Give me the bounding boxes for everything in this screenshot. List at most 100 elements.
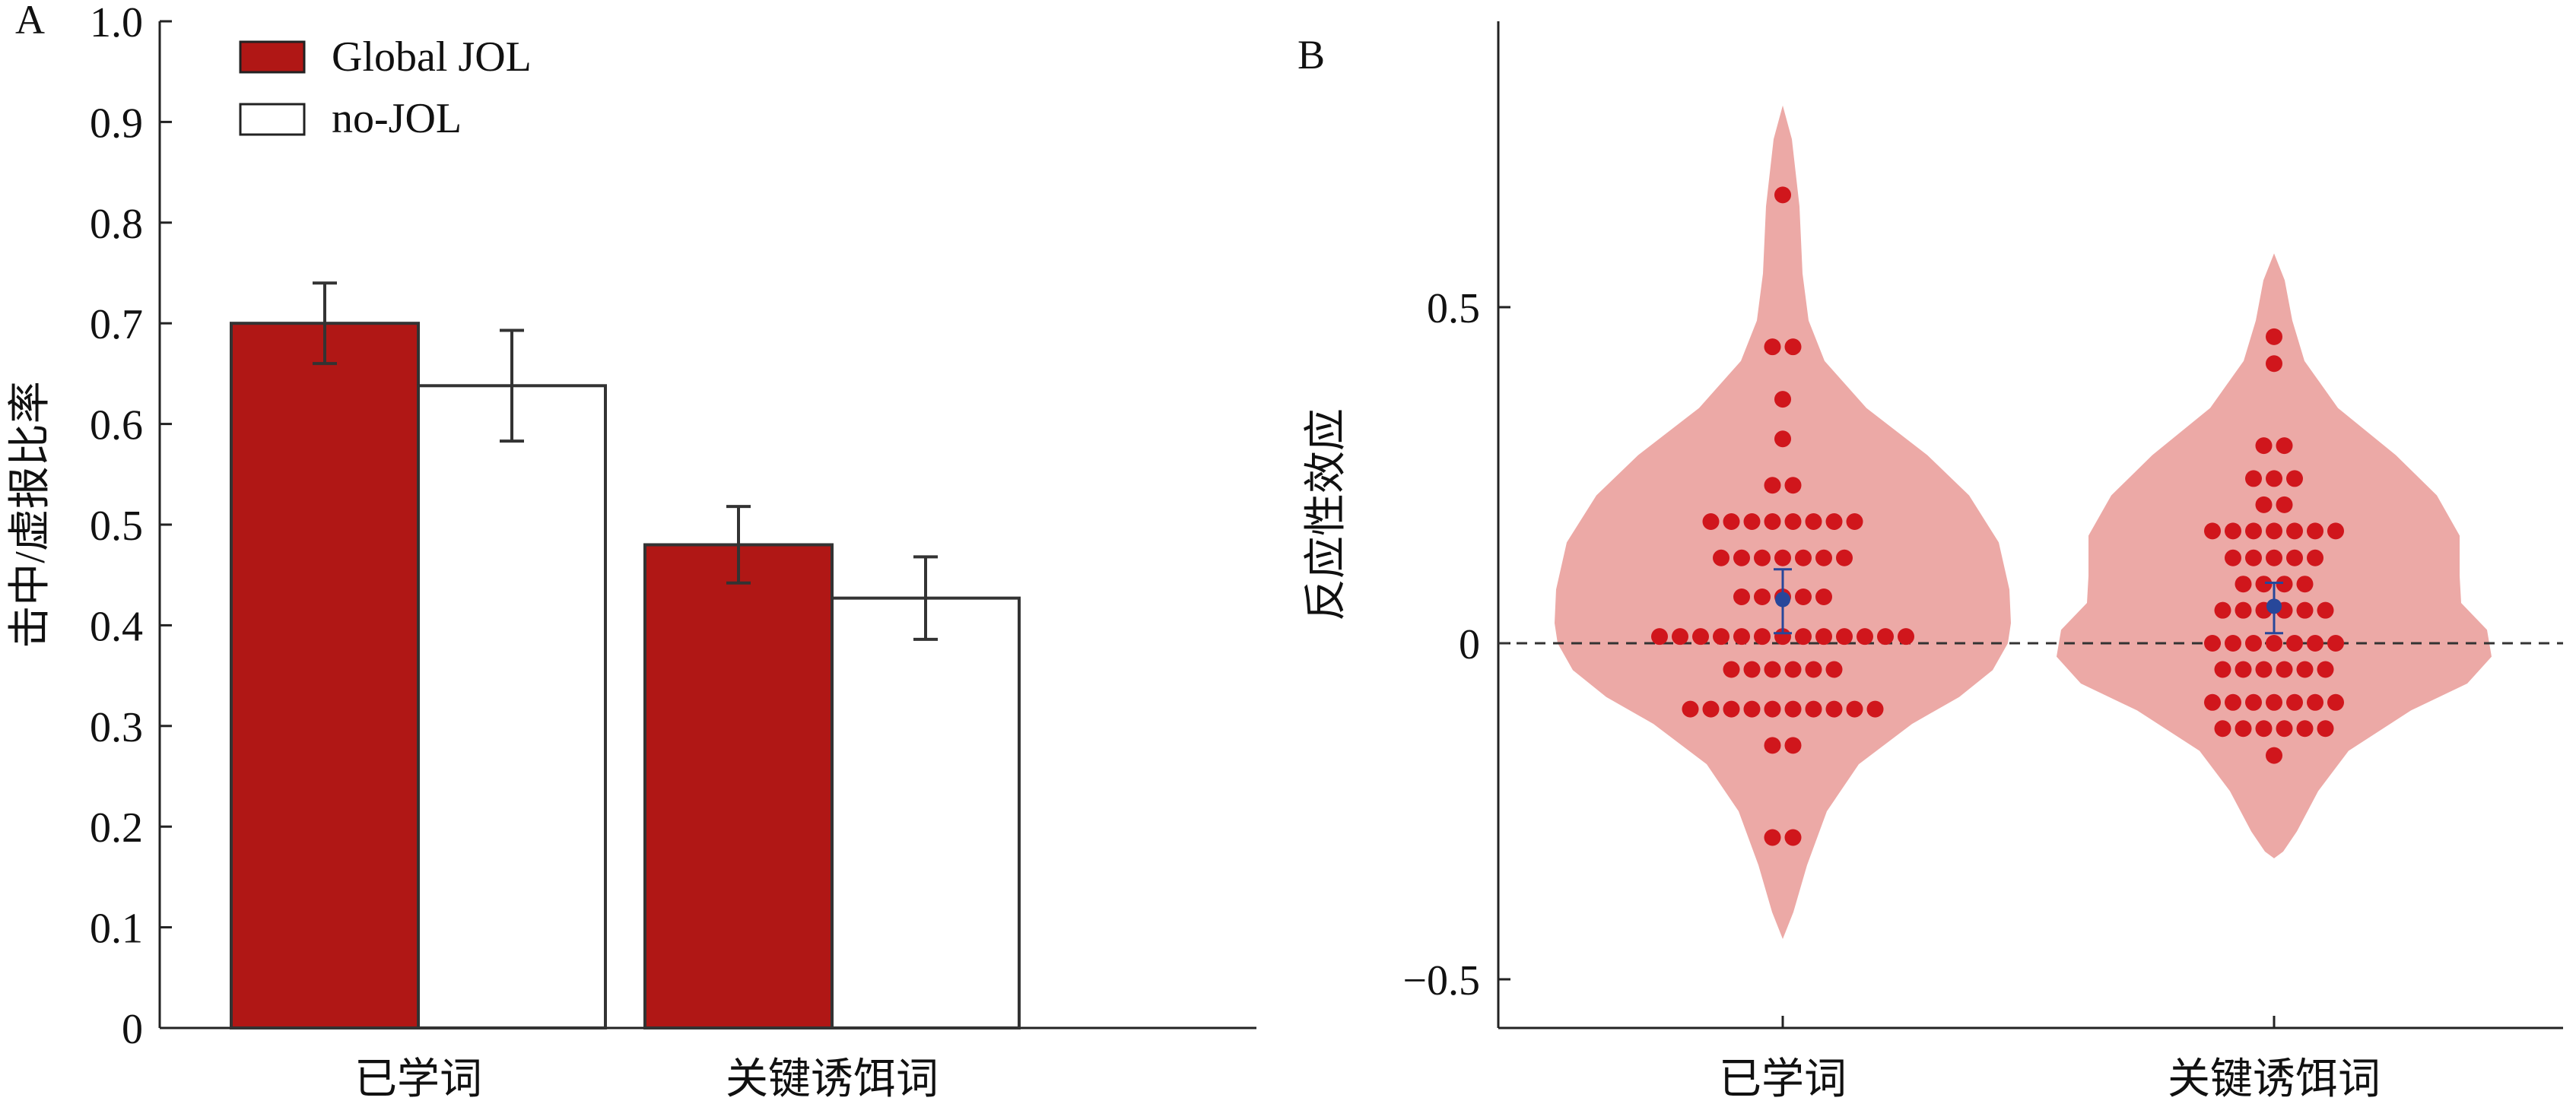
data-point-cat-0 <box>1702 512 1720 530</box>
panel-b-means <box>1774 568 2283 635</box>
data-point-cat-0 <box>1692 628 1709 646</box>
panel-a-y-tick-label: 0.2 <box>90 804 143 852</box>
panel-a-y-axis-title: 击中/虚报比率 <box>7 381 54 649</box>
data-point-cat-0 <box>1815 549 1832 566</box>
data-point-cat-0 <box>1815 588 1832 606</box>
data-point-cat-1 <box>2276 661 2293 678</box>
data-point-cat-0 <box>1774 430 1791 448</box>
panel-a-y-tick-label: 0.5 <box>90 503 143 550</box>
data-point-cat-0 <box>1754 628 1771 646</box>
data-point-cat-0 <box>1754 549 1771 566</box>
data-point-cat-1 <box>2214 720 2231 738</box>
data-point-cat-1 <box>2225 549 2241 566</box>
bar-global-jol-cat-0 <box>230 322 420 1029</box>
data-point-cat-1 <box>2235 576 2252 593</box>
data-point-cat-1 <box>2225 522 2241 540</box>
data-point-cat-1 <box>2245 549 2262 566</box>
data-point-cat-1 <box>2204 635 2221 652</box>
panel-a-y-tick-label: 0.8 <box>90 201 143 248</box>
data-point-cat-1 <box>2266 355 2282 373</box>
data-point-cat-0 <box>1764 338 1781 356</box>
panel-b-axes: −0.5 0 0.5 已学词 关键诱饵词 <box>1402 21 2563 1103</box>
data-point-cat-1 <box>2255 720 2273 738</box>
bar-global-jol-cat-1 <box>643 543 834 1029</box>
data-point-cat-0 <box>1846 700 1863 718</box>
data-point-cat-0 <box>1723 700 1740 718</box>
data-point-cat-1 <box>2327 635 2344 652</box>
data-point-cat-0 <box>1866 700 1884 718</box>
data-point-cat-0 <box>1733 588 1750 606</box>
data-point-cat-0 <box>1784 737 1802 754</box>
data-point-cat-0 <box>1713 628 1730 646</box>
data-point-cat-1 <box>2245 470 2262 487</box>
panel-a-bars <box>230 281 1021 1029</box>
data-point-cat-1 <box>2296 661 2314 678</box>
data-point-cat-1 <box>2296 576 2314 593</box>
panel-a-y-tick-label: 0.1 <box>90 906 143 953</box>
data-point-cat-0 <box>1764 700 1781 718</box>
data-point-cat-0 <box>1857 628 1873 646</box>
panel-b-points <box>1651 186 2344 846</box>
data-point-cat-1 <box>2245 693 2262 711</box>
data-point-cat-1 <box>2296 720 2314 738</box>
data-point-cat-1 <box>2255 576 2273 593</box>
data-point-cat-1 <box>2255 437 2273 455</box>
panel-b-label: B <box>1298 32 1325 78</box>
data-point-cat-0 <box>1743 661 1761 678</box>
data-point-cat-1 <box>2276 720 2293 738</box>
data-point-cat-1 <box>2245 635 2262 652</box>
data-point-cat-1 <box>2214 661 2231 678</box>
data-point-cat-0 <box>1743 700 1761 718</box>
violin-cat-0 <box>1555 105 2011 939</box>
data-point-cat-0 <box>1815 628 1832 646</box>
data-point-cat-1 <box>2266 522 2282 540</box>
data-point-cat-0 <box>1836 628 1853 646</box>
data-point-cat-0 <box>1702 700 1720 718</box>
mean-point-cat-1 <box>2266 598 2282 614</box>
data-point-cat-1 <box>2307 522 2323 540</box>
data-point-cat-0 <box>1764 737 1781 754</box>
legend-swatch-no-jol <box>239 103 306 136</box>
data-point-cat-0 <box>1784 512 1802 530</box>
data-point-cat-0 <box>1764 477 1781 494</box>
panel-b: B 反应性效应 −0.5 0 0.5 已学词 关键诱饵词 <box>1298 21 2563 1103</box>
panel-b-y-axis-title: 反应性效应 <box>1303 408 1350 621</box>
data-point-cat-0 <box>1825 661 1843 678</box>
data-point-cat-0 <box>1682 700 1699 718</box>
data-point-cat-0 <box>1733 628 1750 646</box>
panel-b-x-category-label: 已学词 <box>1719 1056 1847 1103</box>
data-point-cat-1 <box>2317 601 2334 619</box>
data-point-cat-0 <box>1713 549 1730 566</box>
data-point-cat-1 <box>2286 549 2303 566</box>
data-point-cat-1 <box>2245 522 2262 540</box>
data-point-cat-1 <box>2276 576 2293 593</box>
data-point-cat-0 <box>1836 549 1853 566</box>
mean-point-cat-0 <box>1775 592 1790 608</box>
data-point-cat-0 <box>1764 829 1781 846</box>
data-point-cat-1 <box>2235 661 2252 678</box>
data-point-cat-1 <box>2255 496 2273 513</box>
legend-label-no-jol: no-JOL <box>332 95 462 142</box>
panel-a-y-tick-label: 1.0 <box>90 0 143 46</box>
data-point-cat-0 <box>1733 549 1750 566</box>
data-point-cat-0 <box>1795 628 1812 646</box>
data-point-cat-1 <box>2296 601 2314 619</box>
panel-a-x-category-label: 已学词 <box>354 1056 482 1103</box>
data-point-cat-1 <box>2286 693 2303 711</box>
panel-a-y-tick-label: 0.7 <box>90 301 143 348</box>
data-point-cat-1 <box>2307 693 2323 711</box>
panel-a-y-tick-label: 0.3 <box>90 704 143 751</box>
data-point-cat-1 <box>2225 635 2241 652</box>
data-point-cat-0 <box>1774 186 1791 204</box>
data-point-cat-1 <box>2235 601 2252 619</box>
data-point-cat-1 <box>2235 720 2252 738</box>
data-point-cat-0 <box>1825 700 1843 718</box>
data-point-cat-1 <box>2255 661 2273 678</box>
data-point-cat-0 <box>1805 512 1822 530</box>
data-point-cat-1 <box>2204 693 2221 711</box>
panel-b-y-tick-label: 0.5 <box>1427 285 1480 332</box>
data-point-cat-1 <box>2266 328 2282 345</box>
panel-a-axes: 0 0.1 0.2 0.3 0.4 0.5 0.6 0.7 0.8 0.9 1.0 已学词 关键诱饵词 <box>90 0 1256 1103</box>
panel-b-y-tick-label: 0 <box>1459 621 1480 668</box>
